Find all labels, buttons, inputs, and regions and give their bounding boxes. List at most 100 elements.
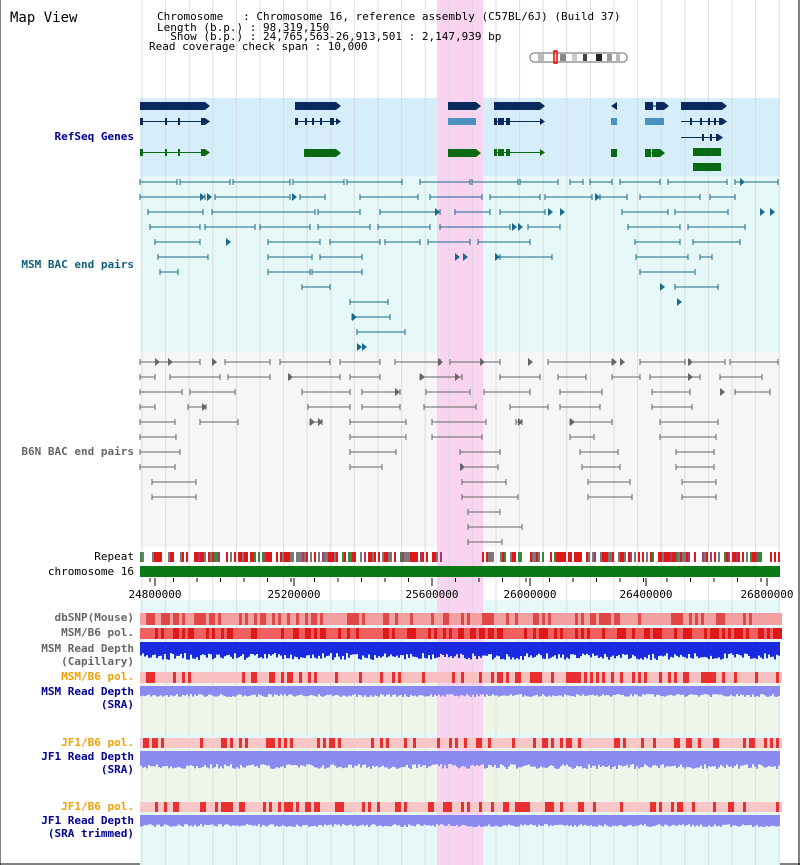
msm-depth-bar — [562, 642, 564, 655]
heat-strip-cell — [368, 802, 371, 812]
msm-sra-depth-bar — [612, 686, 614, 696]
heat-strip-cell — [230, 613, 233, 625]
heat-strip-cell — [692, 672, 695, 683]
jf1-trimmed-depth-bar — [200, 815, 202, 825]
track-label-chromosome[interactable]: chromosome 16 — [47, 565, 134, 578]
heat-strip-cell — [185, 802, 188, 812]
b6n-bac-end-marker — [202, 403, 207, 411]
track-label-jf1-read-depth-trimmed[interactable]: JF1 Read Depth — [41, 814, 134, 827]
jf1-trimmed-depth-bar — [244, 815, 246, 826]
track-label-jf1-b6-pol-2[interactable]: JF1/B6 pol. — [61, 800, 134, 813]
track-label-b6n-bac[interactable]: B6N BAC end pairs — [21, 445, 134, 458]
msm-sra-depth-bar — [288, 686, 290, 695]
jf1-sra-depth-bar — [438, 751, 440, 767]
heat-strip-cell — [755, 672, 758, 683]
jf1-trimmed-depth-bar — [652, 815, 654, 827]
heat-strip-cell — [278, 738, 281, 748]
heat-strip-cell — [587, 738, 590, 748]
heat-strip-cell — [284, 628, 287, 639]
msm-sra-depth-bar — [166, 686, 168, 696]
jf1-sra-depth-bar — [460, 751, 462, 768]
heat-strip-cell — [194, 672, 197, 683]
jf1-sra-depth-bar — [208, 751, 210, 769]
jf1-sra-depth-bar — [202, 751, 204, 767]
heat-strip-cell — [506, 672, 509, 683]
jf1-trimmed-depth-bar — [428, 815, 430, 826]
repeat-segment — [488, 552, 490, 562]
heat-strip-cell — [611, 738, 614, 748]
heat-strip-cell — [635, 802, 638, 812]
track-label-jf1-read-depth-sra[interactable]: JF1 Read Depth — [41, 750, 134, 763]
repeat-segment — [592, 552, 594, 562]
msm-depth-bar — [458, 642, 460, 659]
msm-sra-depth-bar — [266, 686, 268, 697]
jf1-sra-depth-bar — [400, 751, 402, 768]
jf1-trimmed-depth-bar — [142, 815, 144, 826]
jf1-trimmed-depth-bar — [688, 815, 690, 825]
heat-strip-cell — [554, 628, 557, 639]
msm-sra-depth-bar — [454, 686, 456, 697]
heat-strip-cell — [629, 802, 632, 812]
heat-strip-cell — [200, 738, 203, 748]
heat-strip-cell — [350, 738, 353, 748]
jf1-sra-depth-bar — [630, 751, 632, 765]
track-label-msm-bac[interactable]: MSM BAC end pairs — [21, 258, 134, 271]
heat-strip-cell — [347, 802, 350, 812]
msm-depth-bar — [560, 642, 562, 658]
jf1-trimmed-depth-bar — [378, 815, 380, 826]
gene-model-exon — [305, 118, 307, 125]
gene-model-exon — [201, 118, 205, 125]
heat-strip-cell — [413, 672, 416, 683]
jf1-trimmed-depth-bar — [720, 815, 722, 827]
msm-sra-depth-bar — [624, 686, 626, 697]
heat-strip-cell — [191, 672, 194, 683]
heat-strip-cell — [686, 672, 689, 683]
heat-strip-cell — [146, 738, 149, 748]
heat-strip-cell — [164, 738, 167, 748]
msm-depth-bar — [476, 642, 478, 660]
msm-sra-depth-bar — [662, 686, 664, 697]
heat-strip-cell — [320, 802, 323, 812]
track-label-msm-read-depth-capillary[interactable]: MSM Read Depth — [41, 642, 134, 655]
jf1-trimmed-depth-bar — [140, 815, 142, 827]
msm-depth-bar — [162, 642, 164, 660]
heat-strip-cell — [779, 628, 782, 639]
track-label-refseq[interactable]: RefSeq Genes — [54, 130, 134, 143]
jf1-trimmed-depth-bar — [306, 815, 308, 825]
track-label-msm-b6-pol[interactable]: MSM/B6 pol. — [61, 626, 134, 639]
gene-block-exon — [448, 102, 476, 110]
heat-strip-cell — [512, 613, 515, 625]
jf1-trimmed-depth-bar — [742, 815, 744, 825]
heat-strip-cell — [218, 628, 221, 639]
repeat-segment — [634, 552, 636, 562]
heat-strip-cell — [317, 613, 320, 625]
heat-strip-cell — [269, 613, 272, 625]
msm-depth-bar — [674, 642, 676, 655]
jf1-trimmed-depth-bar — [682, 815, 684, 825]
heat-strip-cell — [698, 802, 701, 812]
track-label-dbsnp[interactable]: dbSNP(Mouse) — [54, 611, 134, 624]
heat-strip-cell — [566, 628, 569, 639]
track-label-repeat[interactable]: Repeat — [94, 550, 134, 563]
track-label-msm-read-depth-sra[interactable]: MSM Read Depth — [41, 685, 134, 698]
heat-strip-cell — [737, 628, 740, 639]
heat-strip-cell — [686, 628, 689, 639]
track-label-msm-b6-pol-2[interactable]: MSM/B6 pol. — [61, 670, 134, 683]
heat-strip-cell — [539, 613, 542, 625]
msm-depth-bar — [396, 642, 398, 656]
track-label-jf1-b6-pol[interactable]: JF1/B6 pol. — [61, 736, 134, 749]
heat-strip-cell — [209, 802, 212, 812]
jf1-trimmed-depth-bar — [274, 815, 276, 827]
heat-strip-cell — [500, 672, 503, 683]
repeat-segment — [534, 552, 536, 562]
b6n-bac-end-marker — [288, 373, 293, 381]
jf1-trimmed-depth-bar — [336, 815, 338, 825]
jf1-trimmed-depth-bar — [166, 815, 168, 825]
msm-sra-depth-bar — [322, 686, 324, 697]
msm-sra-depth-bar — [328, 686, 330, 695]
jf1-trimmed-depth-bar — [242, 815, 244, 826]
jf1-trimmed-depth-bar — [162, 815, 164, 827]
heat-strip-cell — [737, 672, 740, 683]
jf1-trimmed-depth-bar — [498, 815, 500, 827]
